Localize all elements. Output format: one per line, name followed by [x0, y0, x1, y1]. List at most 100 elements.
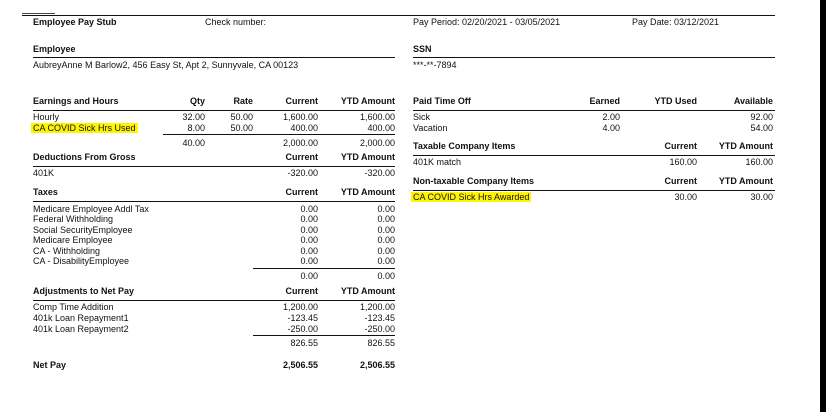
item-ytd: -123.45: [364, 312, 395, 323]
item-current: 0.00: [300, 224, 318, 235]
top-tick: [22, 13, 55, 14]
item-ytd: 0.00: [377, 256, 395, 266]
item-name: CA COVID Sick Hrs Awarded: [411, 192, 532, 203]
rule: [33, 110, 395, 111]
column-header: Current: [285, 187, 318, 197]
stub-title: Employee Pay Stub: [33, 17, 117, 27]
highlight: CA COVID Sick Hrs Used: [31, 122, 138, 133]
item-current: 0.00: [300, 214, 318, 225]
column-header: Rate: [233, 96, 253, 106]
item-name: Medicare Employee: [33, 235, 113, 246]
column-header: Current: [285, 96, 318, 106]
section-title: Earnings and Hours: [33, 96, 119, 106]
item-current: 0.00: [300, 256, 318, 266]
item-ytd: 0.00: [377, 224, 395, 235]
column-header: YTD Used: [654, 96, 697, 106]
earning-qty: 8.00: [187, 122, 205, 133]
section-title: Taxable Company Items: [413, 141, 516, 151]
item-name: Medicare Employee Addl Tax: [33, 204, 149, 214]
item-current: 30.00: [674, 192, 697, 202]
column-header: YTD Amount: [340, 152, 395, 162]
column-header: YTD Amount: [340, 96, 395, 106]
adjustments-total-current: 826.55: [290, 338, 318, 348]
earning-current: 1,600.00: [282, 112, 318, 122]
item-name: 401K: [33, 168, 55, 178]
total-ytd: 2,000.00: [359, 138, 395, 148]
rule: [33, 57, 395, 58]
rule: [33, 166, 395, 167]
section-title: Deductions From Gross: [33, 152, 136, 162]
pto-earned: 4.00: [602, 122, 620, 133]
rule: [413, 155, 775, 156]
section-title: Paid Time Off: [413, 96, 471, 106]
item-ytd: -320.00: [364, 168, 395, 178]
employee-label: Employee: [33, 44, 76, 54]
item-current: -320.00: [287, 168, 318, 178]
total-qty: 40.00: [182, 138, 205, 148]
pto-name: Vacation: [413, 122, 448, 133]
pto-name: Sick: [413, 112, 431, 122]
item-name: 401k Loan Repayment1: [33, 312, 129, 323]
item-current: 0.00: [300, 245, 318, 256]
rule: [413, 190, 775, 191]
section-title: Non-taxable Company Items: [413, 176, 535, 186]
pto-available: 92.00: [750, 112, 773, 122]
item-ytd: 0.00: [377, 204, 395, 214]
item-ytd: 0.00: [377, 235, 395, 246]
item-ytd: 0.00: [377, 214, 395, 225]
earning-ytd: 1,600.00: [359, 112, 395, 122]
column-header: Current: [664, 141, 697, 151]
item-current: 160.00: [669, 157, 697, 167]
taxes-total-current: 0.00: [300, 271, 318, 281]
item-name: CA - Withholding: [33, 245, 101, 256]
column-header: YTD Amount: [718, 176, 773, 186]
section-title: Adjustments to Net Pay: [33, 286, 135, 296]
column-header: Available: [733, 96, 773, 106]
rule: [253, 268, 395, 269]
rule: [253, 335, 395, 336]
net-pay-current: 2,506.55: [282, 360, 318, 370]
column-header: YTD Amount: [718, 141, 773, 151]
item-name: Comp Time Addition: [33, 302, 114, 312]
rule: [413, 57, 775, 58]
earning-ytd: 400.00: [367, 122, 395, 133]
item-current: 0.00: [300, 235, 318, 246]
item-name: 401k Loan Repayment2: [33, 323, 129, 334]
item-ytd: 1,200.00: [359, 302, 395, 312]
rule: [33, 300, 395, 301]
section-title: Taxes: [33, 187, 58, 197]
column-header: Current: [285, 286, 318, 296]
check-number: Check number:: [205, 17, 267, 27]
earning-current: 400.00: [290, 122, 318, 133]
ssn-value: ***-**-7894: [413, 60, 457, 70]
item-current: -123.45: [287, 312, 318, 323]
item-current: 0.00: [300, 204, 318, 214]
column-header: Current: [664, 176, 697, 186]
pto-available: 54.00: [750, 122, 773, 133]
net-pay-label: Net Pay: [33, 360, 67, 370]
pay-date: Pay Date: 03/12/2021: [632, 17, 720, 27]
column-header: Qty: [189, 96, 205, 106]
top-rule: [22, 15, 775, 16]
pay-period: Pay Period: 02/20/2021 - 03/05/2021: [413, 17, 561, 27]
item-ytd: -250.00: [364, 323, 395, 334]
highlight: CA COVID Sick Hrs Awarded: [411, 192, 532, 202]
rule: [33, 201, 395, 202]
taxes-total-ytd: 0.00: [377, 271, 395, 281]
pto-earned: 2.00: [602, 112, 620, 122]
item-ytd: 160.00: [745, 157, 773, 167]
column-header: Current: [285, 152, 318, 162]
adjustments-total-ytd: 826.55: [367, 338, 395, 348]
window-edge: [820, 0, 826, 412]
item-name: Social SecurityEmployee: [33, 224, 133, 235]
item-name: 401K match: [413, 157, 462, 167]
column-header: YTD Amount: [340, 286, 395, 296]
item-ytd: 0.00: [377, 245, 395, 256]
item-current: 1,200.00: [282, 302, 318, 312]
earning-name: Hourly: [33, 112, 60, 122]
earning-rate: 50.00: [230, 122, 253, 133]
item-name: Federal Withholding: [33, 214, 114, 225]
total-current: 2,000.00: [282, 138, 318, 148]
net-pay-ytd: 2,506.55: [359, 360, 395, 370]
